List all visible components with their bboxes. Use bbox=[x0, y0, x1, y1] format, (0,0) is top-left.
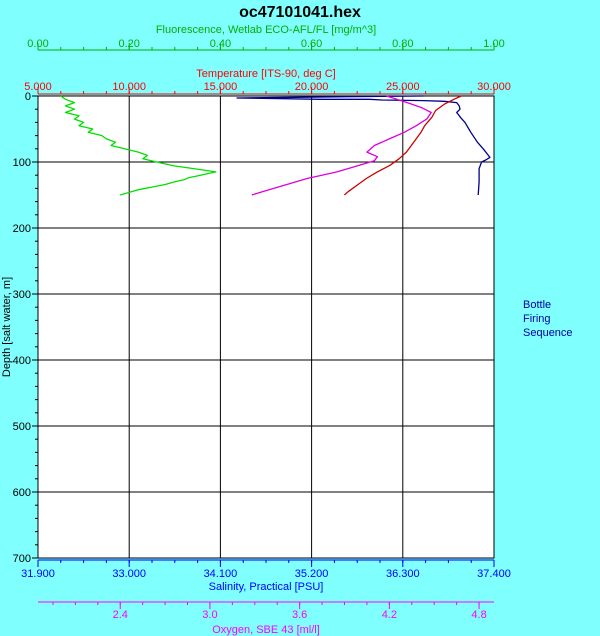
oxygen-axis-label: Oxygen, SBE 43 [ml/l] bbox=[212, 624, 320, 636]
fluorescence-profile-line bbox=[60, 95, 217, 196]
oxygen-tick-label: 4.2 bbox=[382, 609, 397, 621]
legend: Bottle Firing Sequence bbox=[523, 299, 573, 339]
chart-title: oc47101041.hex bbox=[239, 4, 361, 21]
salinity-profile-line bbox=[236, 95, 491, 196]
oxygen-tick-label: 3.0 bbox=[202, 609, 217, 621]
plot-border bbox=[37, 95, 495, 559]
temperature-tick-label: 15.000 bbox=[204, 81, 238, 93]
depth-tick-label: 200 bbox=[13, 223, 31, 235]
salinity-tick-label: 33.000 bbox=[112, 568, 146, 580]
legend-line-3: Sequence bbox=[523, 327, 573, 339]
oxygen-tick-label: 2.4 bbox=[113, 609, 128, 621]
salinity-tick-label: 31.900 bbox=[21, 568, 55, 580]
fluorescence-tick-label: 0.60 bbox=[301, 38, 322, 50]
temperature-profile-line bbox=[343, 95, 462, 196]
depth-tick-label: 600 bbox=[13, 487, 31, 499]
legend-line-2: Firing bbox=[523, 313, 551, 325]
oxygen-tick-label: 4.8 bbox=[471, 609, 486, 621]
depth-tick-label: 100 bbox=[13, 157, 31, 169]
temperature-tick-label: 10.000 bbox=[112, 81, 146, 93]
salinity-tick-label: 37.400 bbox=[477, 568, 511, 580]
oxygen-profile-line bbox=[251, 95, 432, 196]
depth-tick-label: 400 bbox=[13, 355, 31, 367]
fluorescence-axis-label: Fluorescence, Wetlab ECO-AFL/FL [mg/m^3] bbox=[156, 24, 376, 36]
salinity-tick-label: 35.200 bbox=[295, 568, 329, 580]
fluorescence-tick-label: 0.40 bbox=[210, 38, 231, 50]
salinity-tick-label: 36.300 bbox=[386, 568, 420, 580]
temperature-axis-label: Temperature [ITS-90, deg C] bbox=[196, 68, 335, 80]
depth-tick-label: 300 bbox=[13, 289, 31, 301]
temperature-tick-label: 5.000 bbox=[24, 81, 52, 93]
depth-tick-label: 700 bbox=[13, 553, 31, 565]
fluorescence-tick-label: 0.20 bbox=[118, 38, 139, 50]
oxygen-tick-label: 3.6 bbox=[292, 609, 307, 621]
fluorescence-tick-label: 0.80 bbox=[392, 38, 413, 50]
salinity-tick-label: 34.100 bbox=[204, 568, 238, 580]
depth-axis-label: Depth [salt water, m] bbox=[1, 277, 13, 377]
salinity-axis-label: Salinity, Practical [PSU] bbox=[209, 581, 324, 593]
fluorescence-tick-label: 1.00 bbox=[483, 38, 504, 50]
depth-tick-label: 500 bbox=[13, 421, 31, 433]
fluorescence-tick-label: 0.00 bbox=[27, 38, 48, 50]
temperature-tick-label: 25.000 bbox=[386, 81, 420, 93]
depth-tick-label: 0 bbox=[25, 91, 31, 103]
legend-line-1: Bottle bbox=[523, 299, 551, 311]
temperature-tick-label: 30.000 bbox=[477, 81, 511, 93]
plot-area bbox=[38, 96, 494, 558]
temperature-tick-label: 20.000 bbox=[295, 81, 329, 93]
